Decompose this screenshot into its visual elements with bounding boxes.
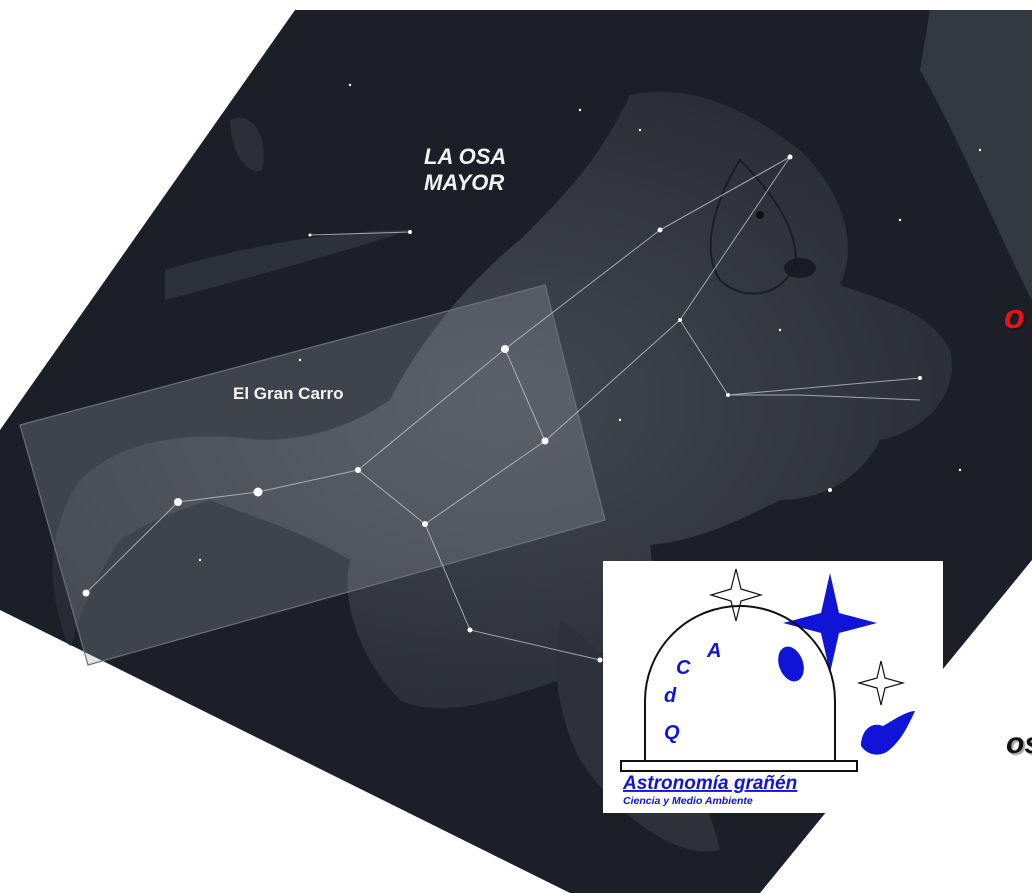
constellation-label: LA OSA MAYOR [424, 144, 506, 196]
side-text-fragment-bottom: os [1006, 727, 1032, 760]
stars [82, 83, 982, 663]
faint-figure [165, 230, 410, 300]
logo-letter-d: d [664, 685, 677, 707]
observatory-dome [644, 605, 836, 761]
leaf-icon [861, 711, 915, 755]
blue-oval-icon [778, 646, 804, 682]
logo-letter-a: A [706, 640, 721, 662]
bear-head-outline [709, 158, 797, 295]
logo-letter-c: C [676, 657, 691, 679]
asterism-label: El Gran Carro [233, 384, 344, 403]
constellation-label-line-1: LA OSA [424, 144, 507, 169]
constellation-label-line-2: MAYOR [424, 170, 505, 195]
gran-carro-box [19, 284, 606, 666]
outline-star-icon [708, 568, 764, 622]
dome-base [620, 760, 858, 772]
logo-letter-q: Q [664, 722, 680, 744]
logo-tagline: Ciencia y Medio Ambiente [623, 795, 753, 807]
astronomia-granen-logo: A C d Q Astronomía grañén Ciencia y Medi… [603, 561, 943, 813]
bear-silhouette [52, 91, 952, 709]
constellation-lines [85, 156, 921, 661]
logo-name: Astronomía grañén [622, 773, 797, 794]
side-text-fragment-top: o [1004, 298, 1025, 336]
blue-star-icon [783, 573, 877, 673]
milky-way-band [920, 10, 1032, 300]
outline-star-small-icon [856, 660, 906, 706]
